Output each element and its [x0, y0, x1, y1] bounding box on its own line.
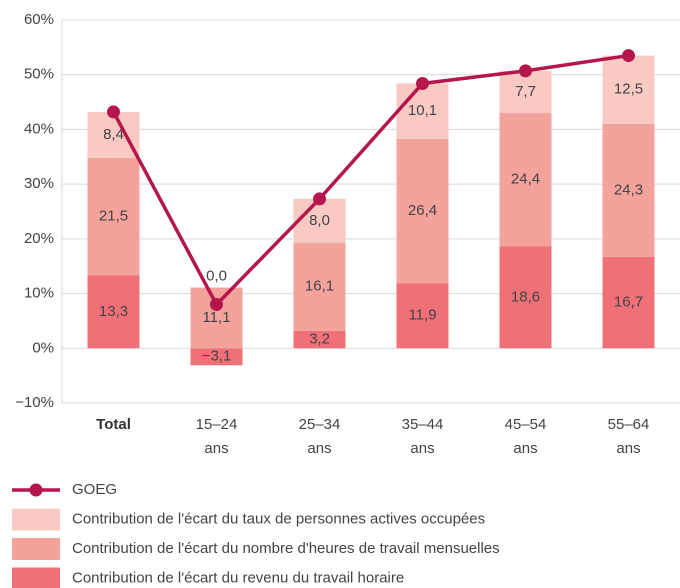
- value-label: 3,2: [309, 331, 330, 348]
- value-label: 10,1: [408, 102, 437, 119]
- value-label: 16,1: [305, 278, 334, 295]
- bar-segment: [190, 287, 243, 349]
- bar-segment: [499, 246, 552, 349]
- value-label: 24,3: [614, 181, 643, 198]
- legend-label: Contribution de l'écart du revenu du tra…: [72, 569, 404, 586]
- value-label: 0,0: [206, 268, 227, 285]
- bar-segment: [396, 138, 449, 284]
- value-label: 21,5: [99, 208, 128, 225]
- y-tick-label: 60%: [24, 11, 54, 28]
- bar-segment: [87, 111, 140, 158]
- bar-segment: [499, 70, 552, 114]
- y-tick-label: 40%: [24, 120, 54, 137]
- x-tick-label: 15–24 ans: [196, 416, 238, 457]
- value-label: 8,0: [309, 212, 330, 229]
- marker: [519, 64, 532, 78]
- legend-label: GOEG: [72, 481, 117, 498]
- value-label: 7,7: [515, 83, 536, 100]
- value-label: 13,3: [99, 303, 128, 320]
- bar-segment: [396, 283, 449, 349]
- y-tick-label: 0%: [32, 339, 54, 356]
- x-tick-label: Total: [96, 416, 131, 433]
- bar-segment: [190, 348, 243, 366]
- value-label: 26,4: [408, 202, 437, 219]
- y-tick-label: 10%: [24, 285, 54, 302]
- x-tick-label: 25–34 ans: [299, 416, 341, 457]
- value-label: 24,4: [511, 171, 540, 188]
- legend-swatch: [12, 567, 60, 588]
- x-tick-label: 55–64 ans: [608, 416, 650, 457]
- value-label: 18,6: [511, 288, 540, 305]
- value-label: 11,1: [202, 309, 230, 326]
- value-label: 12,5: [614, 81, 643, 98]
- marker: [107, 105, 120, 119]
- bar-segment: [293, 330, 346, 349]
- y-tick-label: −10%: [15, 394, 54, 411]
- marker: [210, 298, 223, 312]
- bar-segment: [293, 242, 346, 331]
- line: [111, 53, 629, 308]
- value-label: −3,1: [202, 348, 232, 365]
- legend-label: Contribution de l'écart du taux de perso…: [72, 510, 485, 527]
- legend-swatch: [12, 538, 60, 560]
- bar-segment: [396, 83, 449, 139]
- y-tick-label: 30%: [24, 175, 54, 192]
- bar-segment: [602, 256, 655, 349]
- value-label: 11,9: [408, 307, 436, 324]
- legend-marker: [29, 483, 43, 497]
- bar-segment: [293, 198, 346, 243]
- y-tick-label: 20%: [24, 230, 54, 247]
- marker: [416, 76, 429, 90]
- y-tick-label: 50%: [24, 66, 54, 83]
- value-label: 16,7: [614, 294, 643, 311]
- value-label: 8,4: [103, 126, 124, 143]
- bar-segment: [602, 55, 655, 124]
- bar-segment: [87, 157, 140, 276]
- legend-label: Contribution de l'écart du nombre d'heur…: [72, 540, 500, 557]
- bar-segment: [87, 275, 140, 349]
- bar-segment: [499, 113, 552, 247]
- x-tick-label: 45–54 ans: [505, 416, 547, 457]
- marker: [622, 49, 635, 63]
- bar-segment: [602, 123, 655, 257]
- marker: [313, 192, 326, 206]
- legend-swatch: [12, 508, 60, 531]
- x-tick-label: 35–44 ans: [402, 416, 444, 457]
